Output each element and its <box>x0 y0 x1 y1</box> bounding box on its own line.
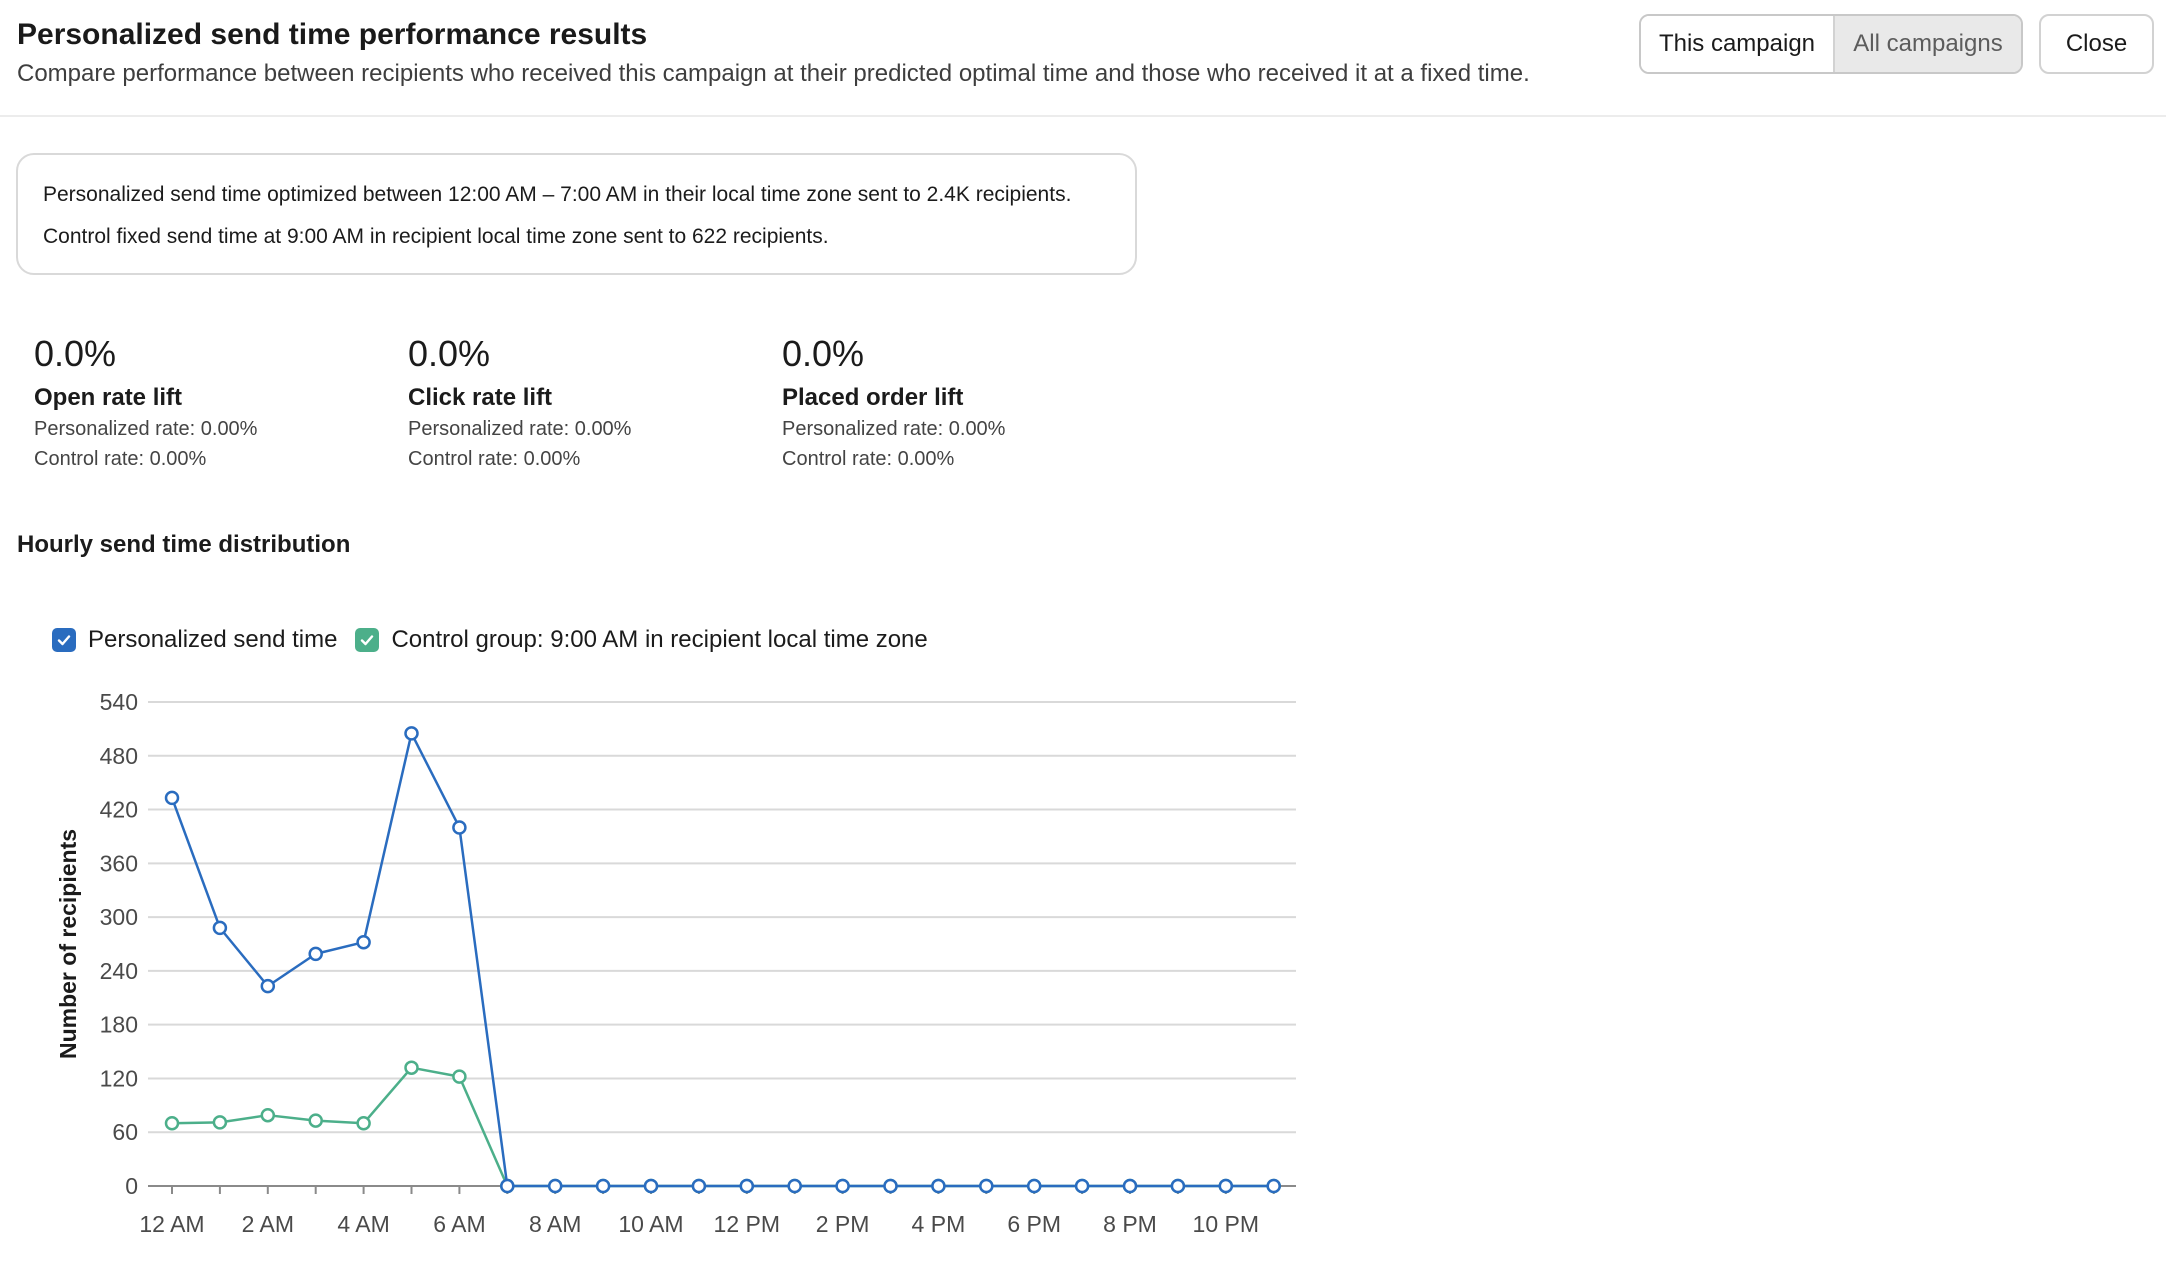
x-tick-label: 2 PM <box>816 1211 870 1237</box>
control-point <box>404 1060 419 1075</box>
personalized-point <box>452 820 467 835</box>
personalized-point <box>835 1178 850 1194</box>
control-point <box>452 1069 467 1084</box>
personalized-series-line <box>170 732 1274 1188</box>
personalized-point <box>164 790 180 806</box>
x-tick-label: 6 PM <box>1007 1211 1061 1237</box>
chart-legend: Personalized send time Control group: 9:… <box>52 626 928 654</box>
control-summary: Control fixed send time at 9:00 AM in re… <box>43 225 829 248</box>
personalized-point <box>404 726 419 741</box>
control-series-line <box>171 1066 1274 1188</box>
metric-value: 0.0% <box>34 333 117 374</box>
metric-label: Open rate lift <box>34 384 183 411</box>
personalized-point <box>1170 1178 1186 1194</box>
metric-personalized-rate: Personalized rate: 0.00% <box>408 418 632 440</box>
personalized-point <box>787 1178 802 1194</box>
personalized-point <box>212 920 228 936</box>
x-tick-label: 4 PM <box>912 1211 966 1237</box>
control-point <box>164 1116 180 1131</box>
legend-label: Control group: 9:00 AM in recipient loca… <box>391 626 928 653</box>
control-point <box>308 1113 323 1128</box>
close-button[interactable]: Close <box>2039 14 2154 74</box>
click-rate-metric: 0.0% Click rate lift Personalized rate: … <box>408 330 768 474</box>
personalized-point <box>691 1178 707 1194</box>
section-title: Hourly send time distribution <box>17 531 351 558</box>
metric-value: 0.0% <box>782 333 865 374</box>
personalized-point <box>308 946 323 962</box>
personalized-point <box>547 1178 563 1194</box>
personalized-point <box>1266 1178 1281 1194</box>
x-tick-label: 12 AM <box>139 1211 204 1237</box>
y-tick-label: 0 <box>125 1173 138 1199</box>
control-point <box>212 1115 228 1130</box>
personalized-point <box>356 934 371 950</box>
metric-label: Placed order lift <box>782 384 964 411</box>
x-tick-label: 8 AM <box>529 1211 581 1237</box>
metric-personalized-rate: Personalized rate: 0.00% <box>782 418 1006 440</box>
x-tick-label: 4 AM <box>337 1211 389 1237</box>
control-point <box>356 1116 371 1131</box>
hourly-distribution-chart: 0 60 120 180 240 300 360 420 480 540 12 AM 2 AM 4 AM… <box>55 689 1296 1237</box>
placed-order-metric: 0.0% Placed order lift Personalized rate… <box>782 330 1142 474</box>
personalized-point <box>260 978 276 994</box>
personalized-point <box>1026 1178 1042 1194</box>
campaign-scope-toggle: This campaign All campaigns <box>1639 14 2023 74</box>
legend-control[interactable]: Control group: 9:00 AM in recipient loca… <box>355 626 928 654</box>
personalized-point <box>979 1178 994 1194</box>
page-title: Personalized send time performance resul… <box>17 18 648 51</box>
personalized-point <box>931 1178 946 1194</box>
open-rate-metric: 0.0% Open rate lift Personalized rate: 0… <box>34 330 394 474</box>
y-axis-label: Number of recipients <box>55 829 81 1059</box>
metric-value: 0.0% <box>408 333 491 374</box>
x-tick-label: 12 PM <box>714 1211 780 1237</box>
x-tick-label: 6 AM <box>433 1211 485 1237</box>
header: Personalized send time performance resul… <box>0 0 2166 117</box>
legend-label: Personalized send time <box>88 626 338 653</box>
x-tick-label: 2 AM <box>242 1211 294 1237</box>
metric-control-rate: Control rate: 0.00% <box>34 448 207 470</box>
y-tick-label: 300 <box>100 904 138 930</box>
metric-label: Click rate lift <box>408 384 553 411</box>
y-tick-label: 540 <box>100 689 138 715</box>
personalized-point <box>595 1178 611 1194</box>
metric-control-rate: Control rate: 0.00% <box>408 448 581 470</box>
legend-personalized[interactable]: Personalized send time <box>52 626 337 654</box>
personalized-point <box>883 1178 898 1194</box>
y-tick-label: 60 <box>112 1119 138 1145</box>
y-tick-label: 120 <box>100 1065 138 1091</box>
metric-personalized-rate: Personalized rate: 0.00% <box>34 418 258 440</box>
x-tick-label: 10 AM <box>618 1211 683 1237</box>
personalized-point <box>500 1178 515 1194</box>
this-campaign-button[interactable]: This campaign <box>1641 16 1833 72</box>
page-subtitle: Compare performance between recipients w… <box>17 60 1530 87</box>
y-tick-label: 360 <box>100 850 138 876</box>
y-tick-label: 240 <box>100 958 138 984</box>
y-tick-label: 480 <box>100 743 138 769</box>
x-tick-label: 10 PM <box>1193 1211 1259 1237</box>
y-tick-label: 420 <box>100 797 138 823</box>
send-summary-box: Personalized send time optimized between… <box>16 153 1137 275</box>
personalized-point <box>1122 1178 1138 1194</box>
metric-control-rate: Control rate: 0.00% <box>782 448 955 470</box>
personalized-point <box>643 1178 659 1194</box>
personalized-point <box>1218 1178 1234 1194</box>
personalized-point <box>739 1178 755 1194</box>
all-campaigns-button[interactable]: All campaigns <box>1833 16 2021 72</box>
y-tick-label: 180 <box>100 1012 138 1038</box>
checkbox-checked-icon[interactable] <box>52 628 76 652</box>
checkbox-checked-icon[interactable] <box>355 628 380 652</box>
x-tick-label: 8 PM <box>1103 1211 1157 1237</box>
personalized-summary: Personalized send time optimized between… <box>43 183 1072 206</box>
control-point <box>260 1107 276 1123</box>
personalized-point <box>1074 1178 1090 1194</box>
